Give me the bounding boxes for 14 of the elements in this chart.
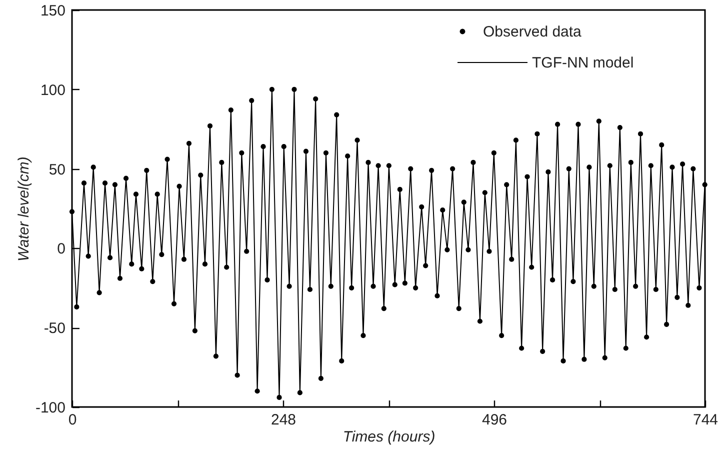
x-tick-label: 744 xyxy=(692,412,718,428)
x-axis-title: Times (hours) xyxy=(342,428,436,446)
legend-label: Observed data xyxy=(483,24,582,40)
x-tick-label: 496 xyxy=(482,412,508,428)
legend-label: TGF-NN model xyxy=(532,54,634,72)
y-axis-title: Water level(cm) xyxy=(15,156,32,262)
y-tick-label: 100 xyxy=(40,82,66,99)
x-tick-label: 0 xyxy=(68,412,77,428)
y-tick-label: -100 xyxy=(35,400,66,416)
y-tick-label: 50 xyxy=(48,161,66,178)
y-tick-label: 150 xyxy=(40,2,66,20)
y-tick-label: -50 xyxy=(44,320,66,338)
x-tick-label: 248 xyxy=(270,412,296,428)
y-tick-label: 0 xyxy=(57,240,66,258)
